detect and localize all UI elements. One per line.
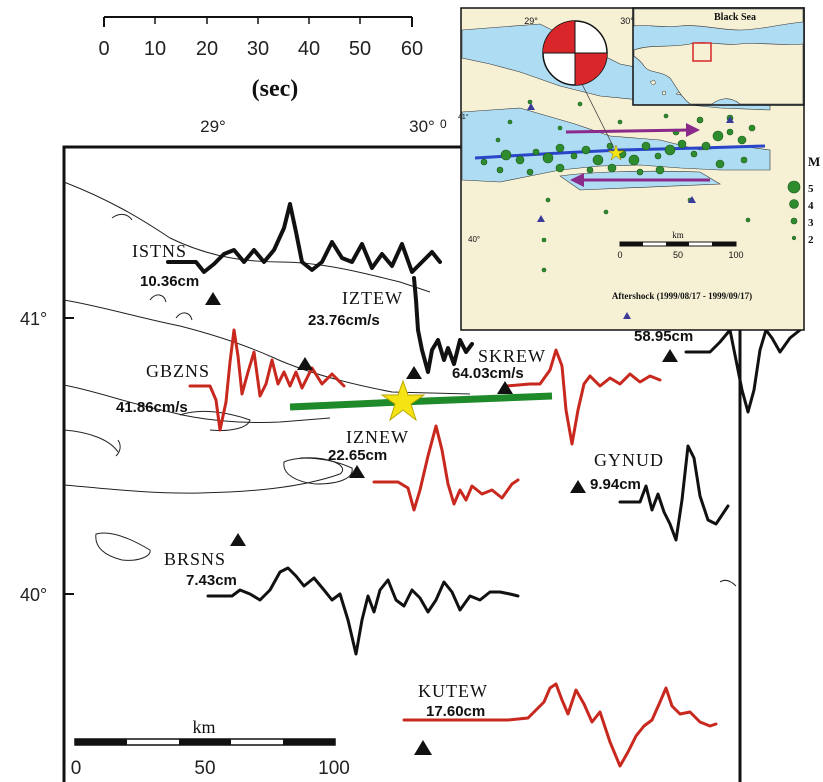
distance-scale-bar: km 0 50 100 [71, 717, 350, 779]
legend-magnitude-label: 5 [808, 183, 814, 195]
station-triangle [230, 533, 246, 546]
longitude-label-29: 29° [200, 117, 226, 136]
trace-58 [684, 328, 802, 414]
station-value: 10.36cm [140, 273, 199, 290]
trace-gbzns [188, 328, 346, 432]
trace-skrew [504, 348, 662, 446]
magnitude-legend-title: M [808, 154, 820, 169]
station-code: ISTNS [132, 241, 187, 261]
trace-istns [166, 202, 442, 274]
legend-dot-4 [789, 199, 799, 209]
station-triangle [662, 349, 678, 362]
epicenter-star [380, 379, 426, 422]
inset-longitude-label: 30° [620, 16, 634, 26]
station-code: IZNEW [346, 427, 409, 447]
station-value: 22.65cm [328, 447, 387, 464]
distance-tick-label: 100 [318, 758, 350, 779]
legend-magnitude-label: 4 [808, 200, 814, 212]
station-code: IZTEW [342, 288, 403, 308]
station-code: BRSNS [164, 549, 226, 569]
waveform-traces [166, 202, 802, 768]
time-unit-label: (sec) [252, 76, 299, 102]
station-triangle [497, 381, 513, 394]
black-sea-label: Black Sea [714, 12, 756, 23]
station-triangle [297, 357, 313, 370]
station-triangle [570, 480, 586, 493]
inset-distance-scale: km 0 50 100 [617, 230, 743, 260]
trace-iztew [412, 276, 474, 374]
longitude-label-30: 30° [409, 117, 435, 136]
legend-dot-2 [791, 235, 797, 241]
time-scale-bar: 0 10 20 30 40 50 60 (sec) [98, 16, 423, 102]
inset-scale-tick: 50 [673, 250, 683, 260]
time-tick-label: 50 [349, 38, 371, 60]
station-triangle [406, 366, 422, 379]
trace-iznew [372, 424, 520, 512]
magnitude-legend: M 5 4 3 2 [787, 154, 820, 246]
station-value: 9.94cm [590, 476, 641, 493]
legend-dot-3 [790, 217, 798, 225]
inset-corner-label: 0 [440, 117, 447, 131]
station-labels: ISTNS 10.36cm IZTEW 23.76cm/s GBZNS 41.8… [116, 241, 693, 720]
time-tick-label: 60 [401, 38, 423, 60]
focal-mechanism-beachball [542, 20, 608, 86]
motion-arrows [565, 123, 710, 187]
distance-tick-label: 0 [71, 758, 82, 779]
aftershock-caption: Aftershock (1999/08/17 - 1999/09/17) [612, 291, 752, 301]
station-code: KUTEW [418, 681, 488, 701]
station-value: 58.95cm [634, 328, 693, 345]
time-tick-label: 10 [144, 38, 166, 60]
time-tick-label: 20 [196, 38, 218, 60]
inset-scale-tick: 0 [617, 250, 622, 260]
study-area-box [692, 42, 712, 62]
station-code: GBZNS [146, 361, 210, 381]
trace-gynud [618, 444, 730, 542]
time-tick-label: 30 [247, 38, 269, 60]
regional-land-north [633, 8, 804, 31]
station-value: 64.03cm/s [452, 365, 524, 382]
time-tick-label: 40 [298, 38, 320, 60]
inset-fault-line [474, 144, 766, 160]
station-triangle [414, 740, 432, 755]
station-value: 41.86cm/s [116, 399, 188, 416]
inset-epicenter-star [607, 144, 625, 161]
station-code: SKREW [478, 346, 546, 366]
station-triangle [349, 465, 365, 478]
trace-brsns [206, 566, 520, 656]
legend-magnitude-label: 3 [808, 217, 814, 229]
time-tick-label: 0 [98, 38, 109, 60]
inset-scale-tick: 100 [728, 250, 743, 260]
inset-latitude-label: 40° [468, 235, 480, 244]
latitude-label-40: 40° [20, 585, 47, 605]
latitude-label-41: 41° [20, 309, 47, 329]
station-markers [205, 292, 678, 755]
station-value: 23.76cm/s [308, 312, 380, 329]
inset-longitude-label: 29° [524, 16, 538, 26]
coastlines [63, 181, 737, 587]
inset-stations [527, 103, 734, 319]
trace-kutew [402, 682, 718, 768]
inset-scale-unit: km [672, 230, 684, 240]
distance-tick-label: 50 [194, 758, 215, 779]
regional-inset: Black Sea [632, 7, 805, 106]
legend-magnitude-label: 2 [808, 234, 814, 246]
inset-latitude-label: 41° [458, 113, 469, 121]
legend-dot-5 [787, 180, 801, 194]
station-code: GYNUD [594, 450, 664, 470]
station-triangle [205, 292, 221, 305]
regional-islands [649, 79, 682, 96]
station-value: 7.43cm [186, 572, 237, 589]
distance-unit-label: km [192, 717, 215, 737]
station-value: 17.60cm [426, 703, 485, 720]
